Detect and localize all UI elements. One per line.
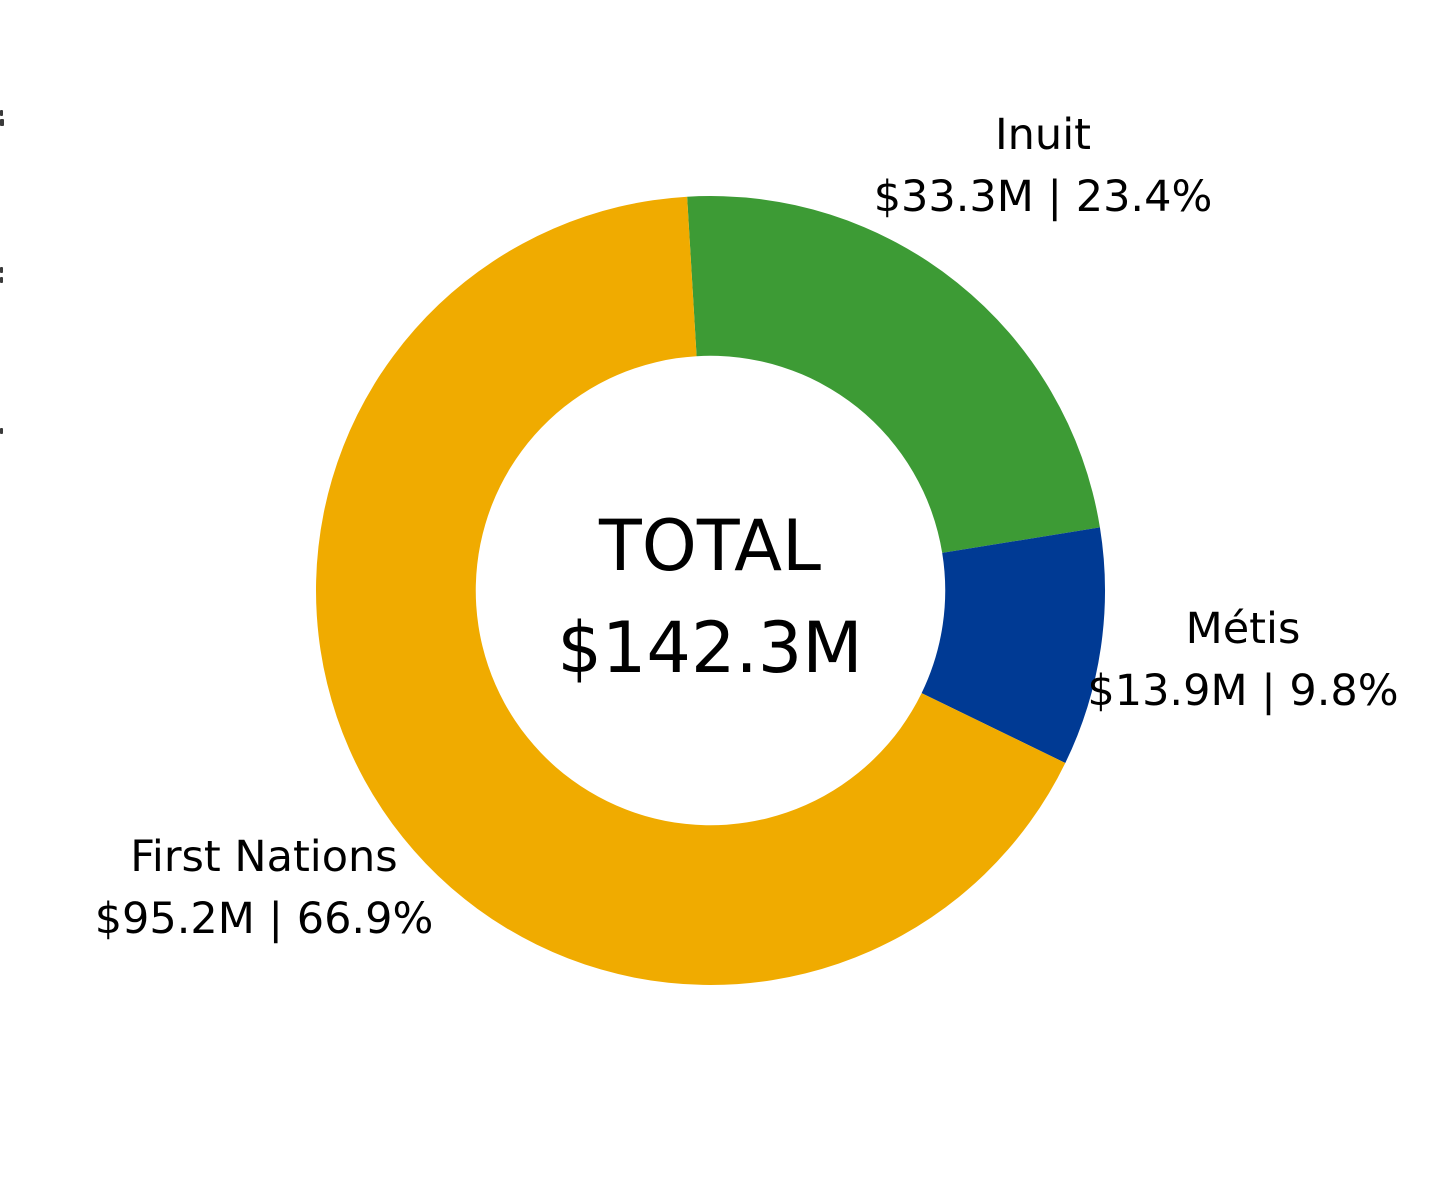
clipped-text-fragment xyxy=(0,119,4,126)
clipped-text-fragment xyxy=(0,110,3,116)
center-total-value: $142.3M xyxy=(557,607,863,689)
donut-center-label: TOTAL $142.3M xyxy=(557,496,862,700)
donut-segment-metis xyxy=(921,527,1106,763)
segment-label-first-nations-name: First Nations xyxy=(130,832,398,882)
clipped-text-fragment xyxy=(0,267,3,273)
clipped-text-fragment xyxy=(0,428,3,434)
segment-label-first-nations: First Nations $95.2M | 66.9% xyxy=(95,826,434,950)
donut-segment-first-nations xyxy=(316,196,1066,985)
center-total-title: TOTAL xyxy=(598,505,822,587)
segment-label-inuit-value: $33.3M | 23.4% xyxy=(873,172,1213,222)
donut-segment-inuit xyxy=(687,195,1100,553)
segment-label-metis: Métis $13.9M | 9.8% xyxy=(1087,598,1398,722)
segment-label-metis-value: $13.9M | 9.8% xyxy=(1087,666,1399,716)
clipped-text-fragment xyxy=(0,277,3,283)
segment-label-inuit: Inuit $33.3M | 23.4% xyxy=(874,104,1213,228)
segment-label-inuit-name: Inuit xyxy=(995,110,1091,160)
segment-label-metis-name: Métis xyxy=(1185,604,1301,654)
segment-label-first-nations-value: $95.2M | 66.9% xyxy=(94,894,434,944)
